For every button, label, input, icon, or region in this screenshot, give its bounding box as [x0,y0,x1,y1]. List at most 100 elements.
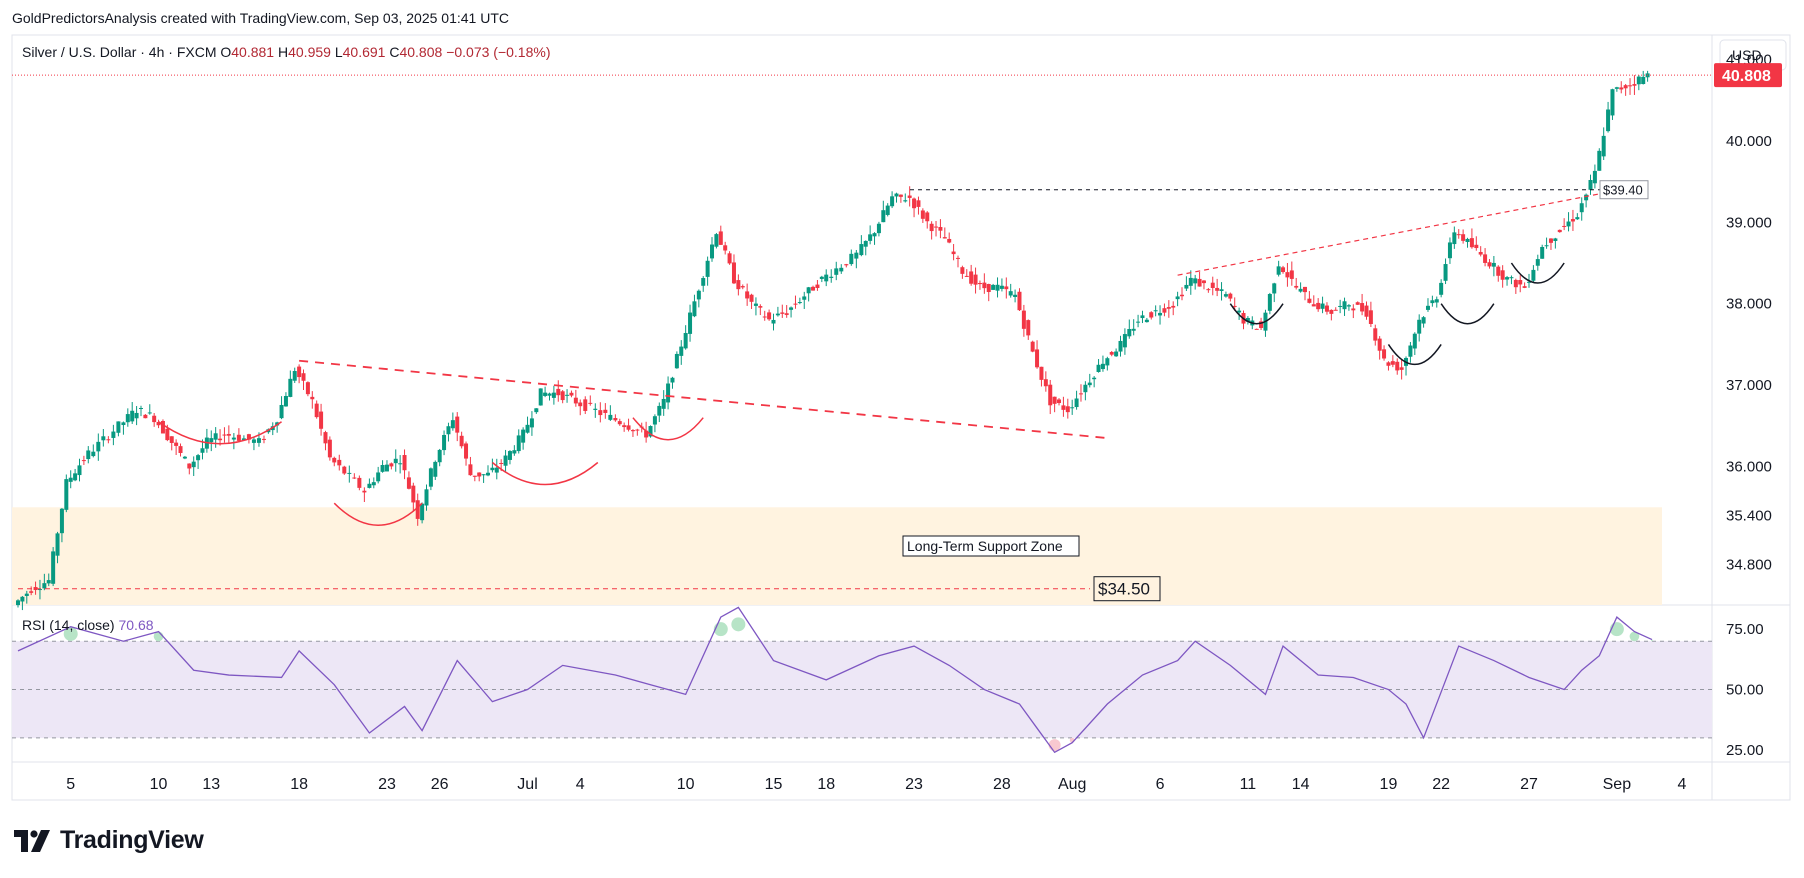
candle [1008,283,1013,298]
candle-body [1184,284,1189,289]
candle-body [1584,194,1589,201]
candle [1245,316,1250,325]
candle [433,460,438,480]
candle-body [1443,264,1448,281]
candle [1408,341,1413,363]
rsi-legend: RSI (14, close) 70.68 [22,617,154,633]
candle-body [1333,309,1338,311]
candle [1180,287,1185,301]
candle [1092,376,1097,388]
candle-body [593,408,598,410]
candle-body [1311,304,1316,307]
candle [283,392,288,407]
candle [1281,265,1286,274]
tradingview-logo[interactable]: TradingView [14,826,204,855]
candle [598,402,603,423]
price-tick-label: 38.000 [1726,296,1772,313]
candle [1395,358,1400,375]
candle-body [77,465,82,476]
candle [1531,265,1536,283]
candle-body [73,473,78,481]
candle [101,428,106,447]
candle-body [1281,267,1286,273]
candle-body [1456,234,1461,236]
candle-body [1057,399,1062,404]
candle [999,278,1004,292]
candle-body [670,377,675,383]
time-tick-label: 5 [66,776,75,793]
candle [1417,314,1422,342]
time-tick-label: Jul [517,776,537,793]
candle [231,433,236,450]
candle-body [1197,278,1202,287]
candle-body [1505,277,1510,280]
candle-body [543,392,548,396]
candle [218,429,223,446]
candle [1333,307,1338,311]
candle-body [749,294,754,302]
candle [1140,310,1145,324]
time-tick-label: 26 [431,776,449,793]
candle [1491,255,1496,277]
candle-body [644,430,649,438]
candle [24,590,29,604]
candle [169,436,174,451]
candle-body [411,485,416,503]
candle [881,200,886,223]
candle-body [1307,298,1312,303]
candle [1030,340,1035,353]
candle-body [91,451,96,457]
candle [1469,228,1474,249]
candle-body [1298,288,1303,292]
candle [389,462,394,470]
candle [834,261,839,281]
candle [894,192,899,203]
candle-body [556,388,561,396]
candle-body [1338,305,1343,307]
candle [196,453,201,469]
candle [174,439,179,456]
support-zone-label: Long-Term Support Zone [907,538,1063,554]
candle [745,283,750,306]
price-tick-label: 35.400 [1726,507,1772,524]
candle-body [1544,245,1549,247]
candle [1390,355,1395,368]
descending-trendline [299,359,1108,439]
candle [222,427,227,443]
time-tick-label: 23 [378,776,396,793]
candle-body [907,195,912,198]
candle-body [1368,310,1373,324]
rounded-bottom-arc [491,461,599,486]
candle-body [714,234,719,247]
candle-body [174,442,179,446]
candle-body [1478,251,1483,255]
candle-body [196,455,201,461]
candle-body [885,205,890,215]
candle-body [231,437,236,440]
candle [130,402,135,424]
currency-label: USD [1732,47,1762,63]
candle-body [1386,362,1391,366]
candle-body [806,287,811,294]
candle [573,389,578,407]
candle [1043,371,1048,392]
tradingview-logo-icon [14,829,50,852]
time-tick-label: 6 [1156,776,1165,793]
candle-body [547,393,552,396]
candle [178,443,183,457]
candle-body [472,475,477,477]
candle [314,400,319,419]
candle-body [226,433,231,436]
candle [1588,174,1593,195]
candle [723,241,728,255]
candle-body [1109,352,1114,355]
candle [1342,297,1347,316]
candle-body [1061,405,1066,410]
candle-body [275,422,280,426]
candle [551,385,556,405]
candle-body [1425,305,1430,310]
candle [106,436,111,444]
candle [1421,316,1426,328]
candle-body [125,414,130,423]
